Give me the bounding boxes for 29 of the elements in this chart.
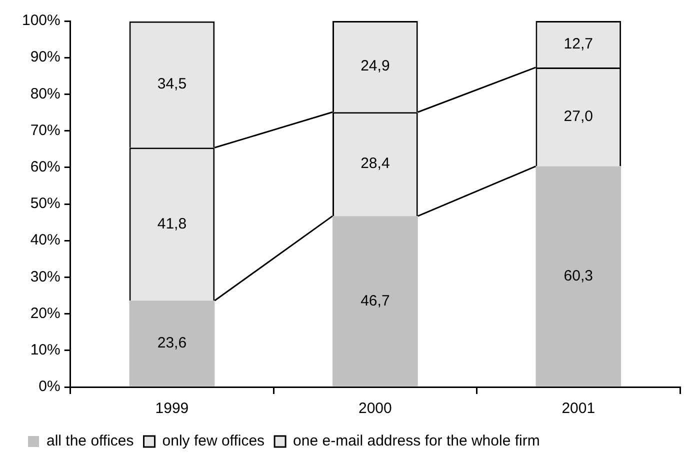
y-tick-label: 100% (22, 12, 60, 30)
y-tick-label: 0% (38, 378, 60, 396)
x-tick-label: 1999 (155, 400, 189, 418)
bar (129, 300, 215, 386)
y-tick-label: 10% (30, 342, 60, 359)
y-tick-label: 70% (30, 122, 60, 139)
data-label: 28,4 (360, 155, 390, 172)
data-label: 34,5 (157, 76, 187, 93)
bar (332, 216, 418, 386)
x-tick-label: 2000 (358, 400, 392, 418)
data-label: 60,3 (564, 267, 593, 284)
y-tick-label: 40% (30, 232, 60, 249)
x-tick-label: 2001 (562, 400, 596, 418)
data-label: 46,7 (360, 292, 390, 310)
y-tick-label: 80% (30, 85, 60, 102)
y-tick-label: 20% (30, 304, 60, 322)
y-tick-label: 60% (30, 158, 60, 176)
legend-label: all the offices (46, 432, 134, 450)
legend-label: only few offices (162, 432, 265, 450)
y-tick-label: 30% (30, 268, 60, 286)
data-label: 24,9 (360, 58, 390, 75)
y-tick-label: 50% (30, 195, 60, 212)
data-label: 23,6 (157, 334, 187, 352)
legend-label: one e-mail address for the whole firm (293, 432, 540, 450)
data-label: 41,8 (157, 215, 187, 232)
data-label: 12,7 (564, 35, 593, 52)
data-label: 27,0 (564, 108, 593, 126)
bar (536, 166, 622, 386)
y-tick-label: 90% (30, 48, 60, 66)
